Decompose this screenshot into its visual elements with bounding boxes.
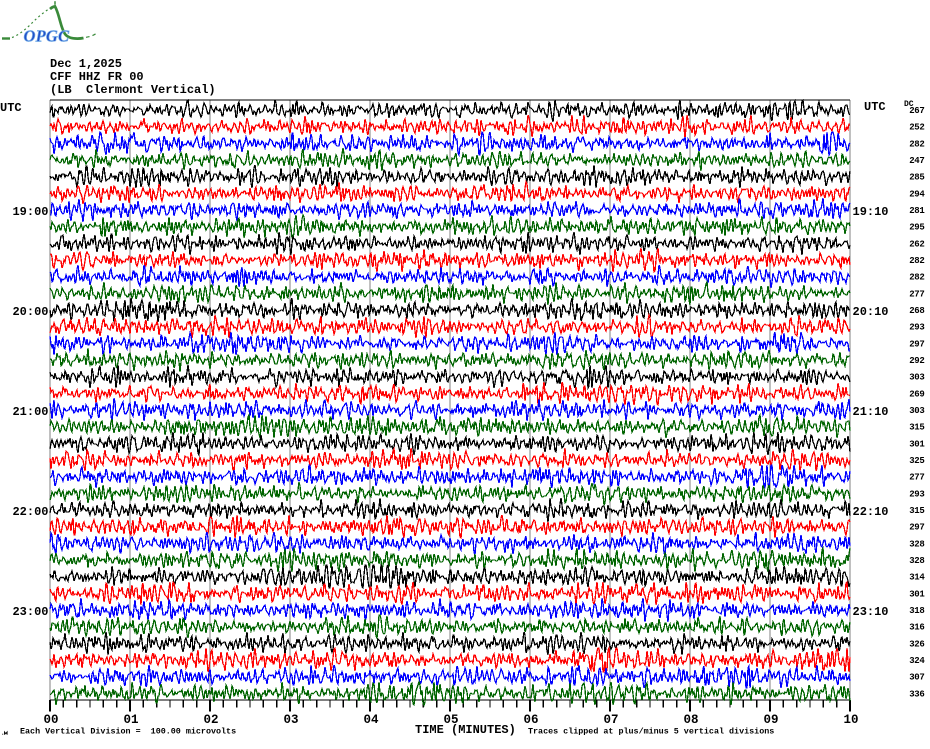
svg-text:315: 315	[909, 506, 924, 516]
svg-text:252: 252	[909, 123, 924, 133]
svg-text:262: 262	[909, 239, 924, 249]
svg-text:282: 282	[909, 139, 924, 149]
svg-text:OPGC: OPGC	[24, 27, 71, 46]
svg-text:282: 282	[909, 256, 924, 266]
svg-text:294: 294	[909, 189, 925, 199]
svg-text:Dec 1,2025: Dec 1,2025	[50, 57, 122, 71]
svg-text:00: 00	[43, 713, 58, 727]
svg-text:02: 02	[203, 713, 218, 727]
svg-text:03: 03	[283, 713, 298, 727]
svg-text:277: 277	[909, 473, 924, 483]
svg-text:CFF HHZ FR 00: CFF HHZ FR 00	[50, 70, 144, 84]
svg-text:336: 336	[909, 689, 924, 699]
svg-text:301: 301	[909, 589, 925, 599]
svg-text:268: 268	[909, 306, 924, 316]
svg-text:(LB Clermont Vertical): (LB Clermont Vertical)	[50, 83, 216, 97]
svg-text:267: 267	[909, 106, 924, 116]
svg-text:293: 293	[909, 489, 924, 499]
svg-text:314: 314	[909, 573, 925, 583]
svg-text:316: 316	[909, 623, 924, 633]
svg-text:07: 07	[603, 713, 618, 727]
svg-text:247: 247	[909, 156, 924, 166]
svg-text:325: 325	[909, 456, 924, 466]
svg-text:Traces clipped at plus/minus 5: Traces clipped at plus/minus 5 vertical …	[528, 727, 774, 737]
svg-text:20:00: 20:00	[12, 305, 48, 319]
svg-text:DC: DC	[904, 100, 914, 109]
svg-text:TIME (MINUTES): TIME (MINUTES)	[415, 723, 516, 737]
svg-text:324: 324	[909, 656, 925, 666]
svg-text:295: 295	[909, 223, 924, 233]
svg-text:Each Vertical Division = 100.: Each Vertical Division = 100.00 microvol…	[20, 727, 236, 737]
svg-text:09: 09	[763, 713, 778, 727]
svg-text:21:00: 21:00	[12, 405, 48, 419]
svg-text:UTC: UTC	[0, 101, 22, 115]
svg-text:20:10: 20:10	[853, 305, 889, 319]
svg-text:282: 282	[909, 273, 924, 283]
svg-text:292: 292	[909, 356, 924, 366]
svg-text:281: 281	[909, 206, 925, 216]
svg-text:297: 297	[909, 339, 924, 349]
svg-text:01: 01	[123, 713, 138, 727]
svg-text:315: 315	[909, 423, 924, 433]
svg-text:277: 277	[909, 289, 924, 299]
svg-text:19:00: 19:00	[12, 205, 48, 219]
svg-text:UTC: UTC	[864, 100, 886, 114]
svg-text:303: 303	[909, 373, 924, 383]
svg-text:05: 05	[443, 713, 458, 727]
svg-text:269: 269	[909, 389, 924, 399]
svg-text:10: 10	[843, 713, 858, 727]
svg-text:307: 307	[909, 673, 924, 683]
svg-text:23:00: 23:00	[12, 605, 48, 619]
svg-text:06: 06	[523, 713, 538, 727]
svg-text:23:10: 23:10	[853, 605, 889, 619]
svg-text:22:10: 22:10	[853, 505, 889, 519]
svg-text:301: 301	[909, 439, 925, 449]
svg-text:21:10: 21:10	[853, 405, 889, 419]
svg-text:04: 04	[363, 713, 379, 727]
svg-text:318: 318	[909, 606, 924, 616]
svg-text:297: 297	[909, 523, 924, 533]
svg-text:08: 08	[683, 713, 698, 727]
svg-text:285: 285	[909, 173, 924, 183]
svg-text:293: 293	[909, 323, 924, 333]
svg-text:303: 303	[909, 406, 924, 416]
svg-text:19:10: 19:10	[853, 205, 889, 219]
svg-text:326: 326	[909, 639, 924, 649]
svg-text:22:00: 22:00	[12, 505, 48, 519]
svg-text:328: 328	[909, 556, 924, 566]
svg-text:328: 328	[909, 539, 924, 549]
